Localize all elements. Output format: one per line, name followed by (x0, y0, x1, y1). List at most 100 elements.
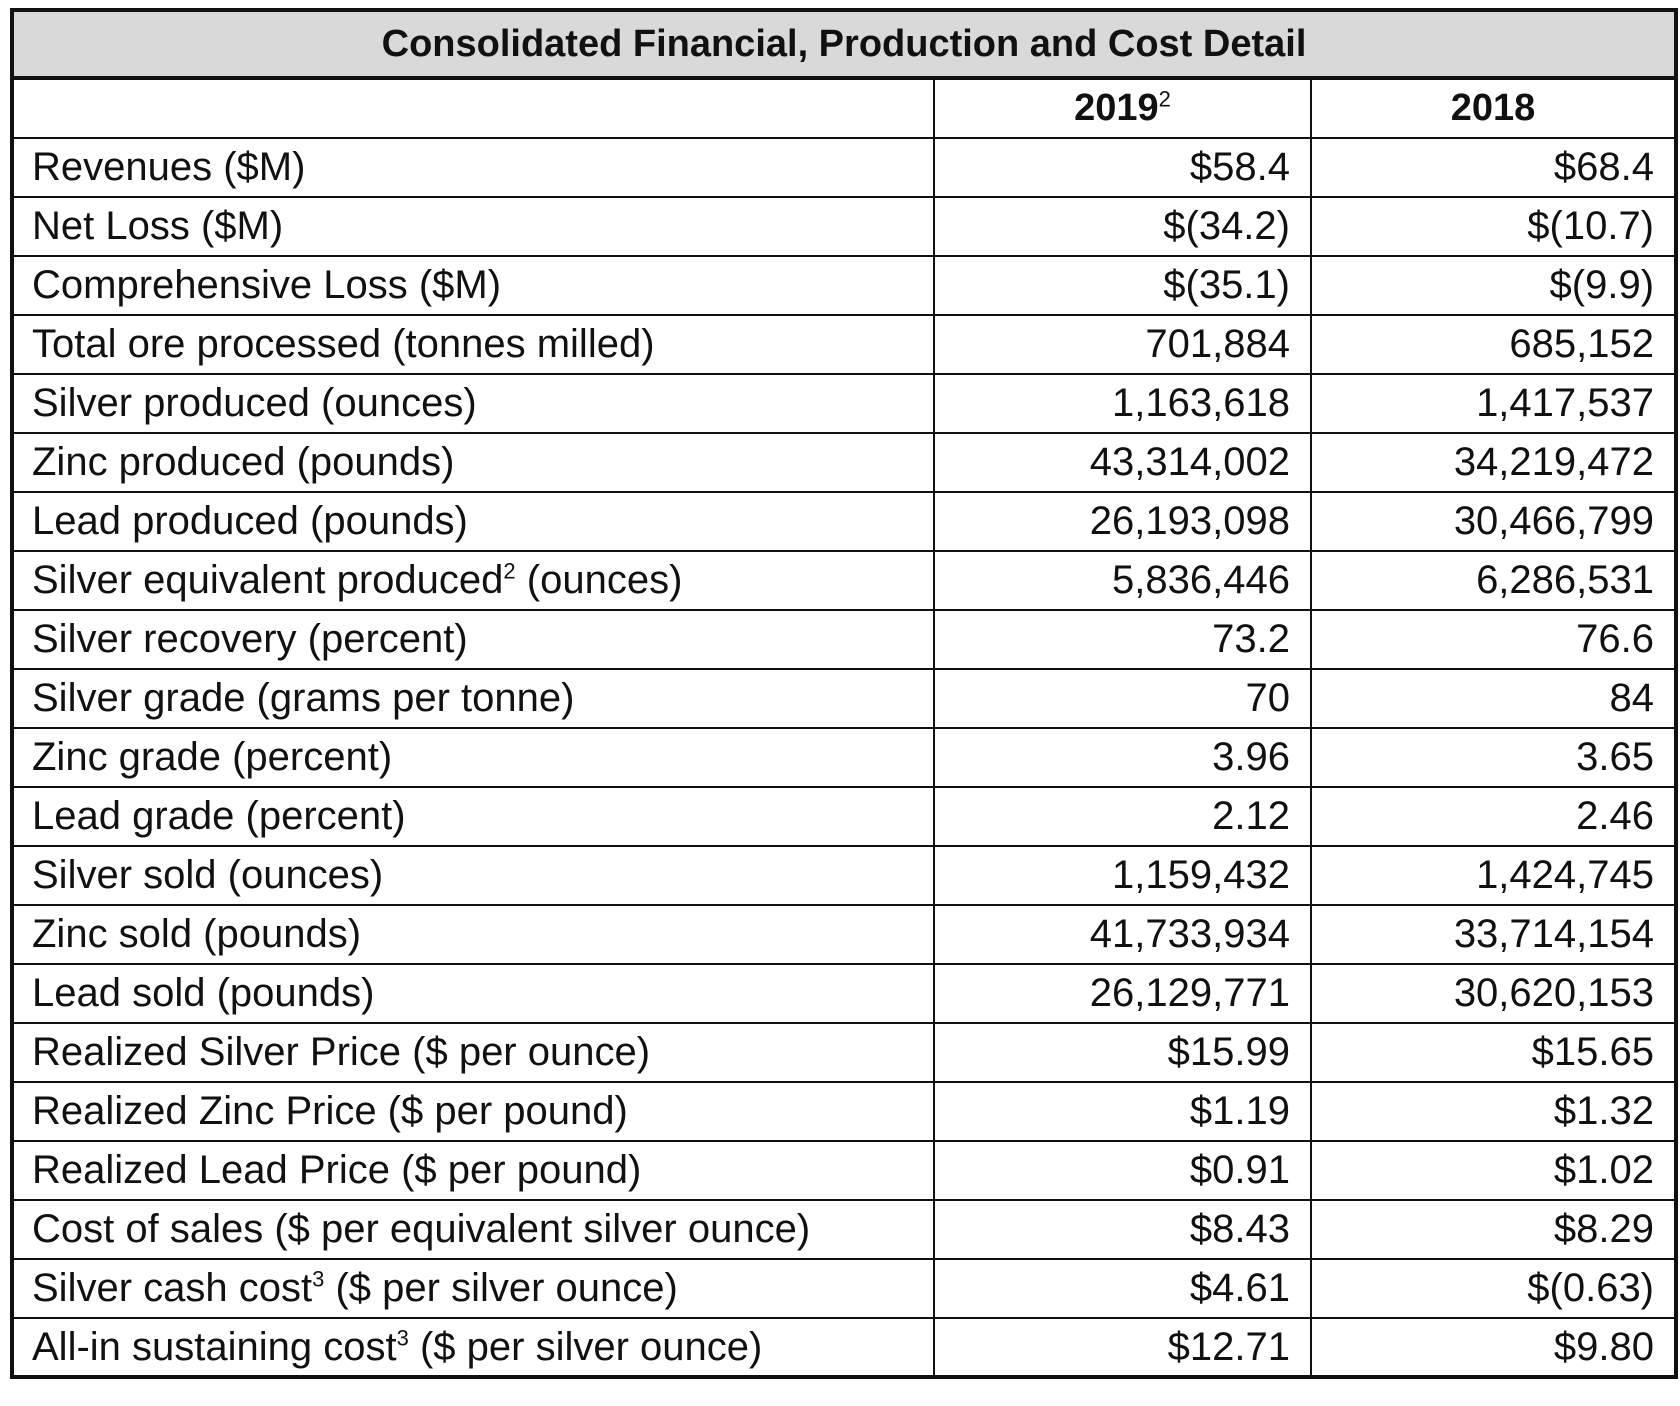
value-2019: $(34.2) (933, 196, 1312, 257)
row-label-suffix: ($ per silver ounce) (324, 1266, 678, 1310)
row-label: Silver equivalent produced2 (ounces) (11, 550, 935, 611)
value-2019: $1.19 (933, 1081, 1312, 1142)
value-2019: 26,129,771 (933, 963, 1312, 1024)
value-2018: $15.65 (1309, 1022, 1678, 1083)
table-title: Consolidated Financial, Production and C… (10, 9, 1678, 80)
value-2018: 1,424,745 (1309, 845, 1678, 906)
row-label-text: Silver recovery (percent) (32, 617, 468, 661)
value-2019: 2.12 (933, 786, 1312, 847)
value-2018: 1,417,537 (1309, 373, 1678, 434)
value-2019: $58.4 (933, 137, 1312, 198)
value-2019: 41,733,934 (933, 904, 1312, 965)
row-label: Realized Lead Price ($ per pound) (11, 1140, 935, 1201)
row-label-text: Silver sold (ounces) (32, 853, 384, 897)
value-2019: 3.96 (933, 727, 1312, 788)
table-row: Silver equivalent produced2 (ounces) 5,83… (11, 550, 1678, 611)
row-label: Lead grade (percent) (11, 786, 935, 847)
value-2018: 34,219,472 (1309, 432, 1678, 493)
table-row: Revenues ($M) $58.4 $68.4 (11, 137, 1678, 198)
value-2018: 30,466,799 (1309, 491, 1678, 552)
row-label: Cost of sales ($ per equivalent silver o… (11, 1199, 935, 1260)
row-label-text: Realized Silver Price ($ per ounce) (32, 1030, 651, 1074)
row-label: Silver sold (ounces) (11, 845, 935, 906)
row-label-text: Comprehensive Loss ($M) (32, 263, 502, 307)
table-row: Realized Silver Price ($ per ounce) $15.9… (11, 1022, 1678, 1083)
row-label: Lead produced (pounds) (11, 491, 935, 552)
table-body: Revenues ($M) $58.4 $68.4 Net Loss ($M) $(34… (11, 137, 1678, 1378)
row-label-text: Silver cash cost (32, 1266, 313, 1310)
value-2018: 6,286,531 (1309, 550, 1678, 611)
footnote-marker: 3 (396, 1325, 409, 1351)
row-label: Silver recovery (percent) (11, 609, 935, 670)
value-2019: $(35.1) (933, 255, 1312, 316)
value-2018: $8.29 (1309, 1199, 1678, 1260)
value-2019: 5,836,446 (933, 550, 1312, 611)
value-2019: $0.91 (933, 1140, 1312, 1201)
value-2019: 1,159,432 (933, 845, 1312, 906)
value-2018: $(0.63) (1309, 1258, 1678, 1319)
header-label-column (11, 77, 935, 139)
value-2019: 43,314,002 (933, 432, 1312, 493)
value-2018: $68.4 (1309, 137, 1678, 198)
row-label: Total ore processed (tonnes milled) (11, 314, 935, 375)
value-2018: 76.6 (1309, 609, 1678, 670)
footnote-marker: 3 (312, 1266, 325, 1292)
row-label-text: Realized Lead Price ($ per pound) (32, 1148, 642, 1192)
header-year: 2018 (1450, 87, 1536, 129)
table-row: Silver recovery (percent) 73.2 76.6 (11, 609, 1678, 670)
value-2019: 70 (933, 668, 1312, 729)
row-label-text: Lead sold (pounds) (32, 971, 375, 1015)
row-label-text: All-in sustaining cost (32, 1324, 397, 1369)
row-label: Realized Zinc Price ($ per pound) (11, 1081, 935, 1142)
financial-detail-table: Consolidated Financial, Production and C… (10, 8, 1679, 1379)
value-2018: 3.65 (1309, 727, 1678, 788)
value-2019: 1,163,618 (933, 373, 1312, 434)
row-label-text: Silver produced (ounces) (32, 381, 477, 425)
value-2018: 685,152 (1309, 314, 1678, 375)
value-2019: $4.61 (933, 1258, 1312, 1319)
value-2018: $(10.7) (1309, 196, 1678, 257)
value-2018: $1.32 (1309, 1081, 1678, 1142)
value-2019: 73.2 (933, 609, 1312, 670)
table-row: Zinc sold (pounds) 41,733,934 33,714,154 (11, 904, 1678, 965)
value-2018: $(9.9) (1309, 255, 1678, 316)
row-label: Comprehensive Loss ($M) (11, 255, 935, 316)
row-label: Silver cash cost3 ($ per silver ounce) (11, 1258, 935, 1319)
table-row: Lead grade (percent) 2.12 2.46 (11, 786, 1678, 847)
row-label-suffix: (ounces) (515, 558, 683, 602)
row-label-text: Lead produced (pounds) (32, 499, 468, 543)
column-header-row: 20192 2018 (11, 77, 1678, 139)
row-label-text: Zinc sold (pounds) (32, 912, 362, 956)
table-row: Lead produced (pounds) 26,193,098 30,466,7… (11, 491, 1678, 552)
row-label: Zinc grade (percent) (11, 727, 935, 788)
value-2018: 30,620,153 (1309, 963, 1678, 1024)
row-label: Silver produced (ounces) (11, 373, 935, 434)
row-label: Revenues ($M) (11, 137, 935, 198)
row-label-text: Revenues ($M) (32, 145, 306, 189)
table-row: Silver grade (grams per tonne) 70 84 (11, 668, 1678, 729)
row-label-suffix: ($ per silver ounce) (408, 1324, 763, 1369)
row-label-text: Realized Zinc Price ($ per pound) (32, 1089, 628, 1133)
value-2019: $8.43 (933, 1199, 1312, 1260)
table-row: Realized Lead Price ($ per pound) $0.91 $1… (11, 1140, 1678, 1201)
footnote-marker: 2 (1158, 86, 1171, 112)
value-2018: $1.02 (1309, 1140, 1678, 1201)
value-2019: $12.71 (933, 1317, 1312, 1378)
value-2018: $9.80 (1309, 1317, 1678, 1378)
row-label-text: Silver equivalent produced (32, 558, 504, 602)
header-2019: 20192 (933, 77, 1312, 139)
footnote-marker: 2 (503, 558, 516, 584)
row-label: Zinc produced (pounds) (11, 432, 935, 493)
row-label-text: Zinc produced (pounds) (32, 440, 455, 484)
table-row: Silver sold (ounces) 1,159,432 1,424,745 (11, 845, 1678, 906)
table-row: Cost of sales ($ per equivalent silver o… (11, 1199, 1678, 1260)
row-label: Zinc sold (pounds) (11, 904, 935, 965)
value-2018: 33,714,154 (1309, 904, 1678, 965)
row-label: Realized Silver Price ($ per ounce) (11, 1022, 935, 1083)
table-row: Zinc produced (pounds) 43,314,002 34,219,4… (11, 432, 1678, 493)
value-2019: $15.99 (933, 1022, 1312, 1083)
value-2018: 84 (1309, 668, 1678, 729)
table-row: Lead sold (pounds) 26,129,771 30,620,153 (11, 963, 1678, 1024)
table-row: Zinc grade (percent) 3.96 3.65 (11, 727, 1678, 788)
table-row: Realized Zinc Price ($ per pound) $1.19 $1… (11, 1081, 1678, 1142)
